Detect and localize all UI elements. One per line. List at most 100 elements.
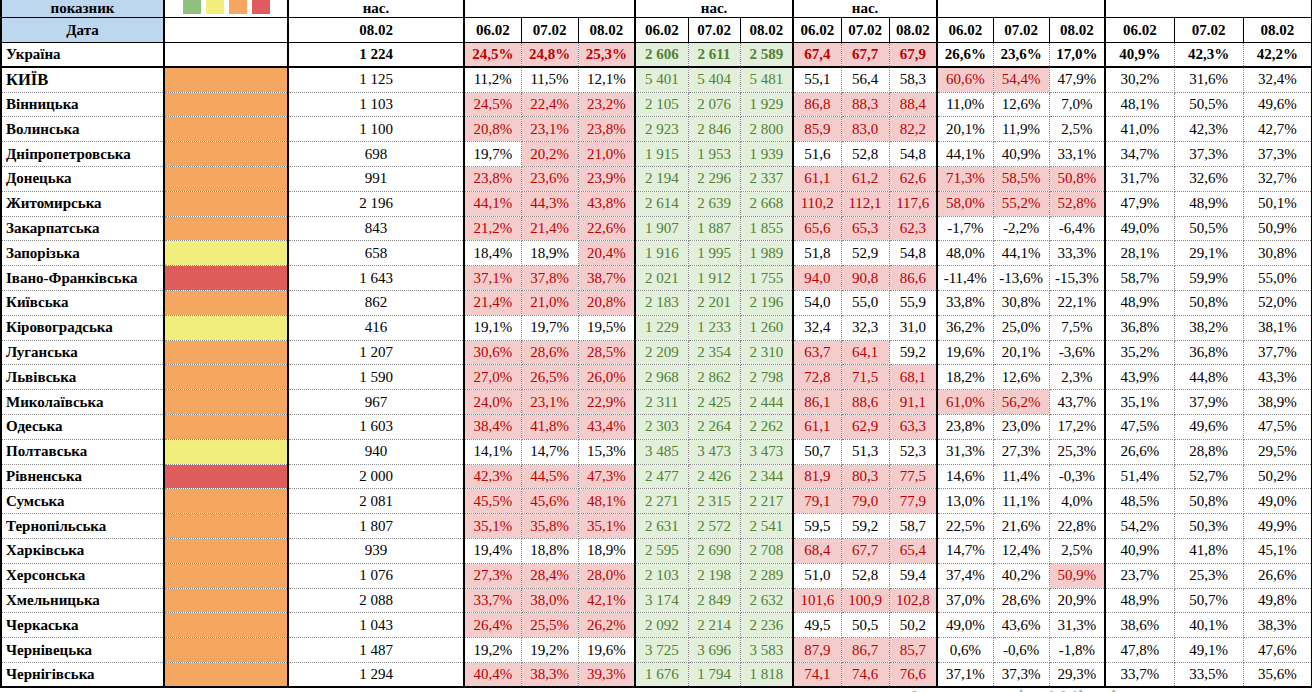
- status-cell: [164, 662, 288, 687]
- positivity-cell: 38,4%: [464, 414, 521, 439]
- growth-cell: 19,6%: [937, 340, 993, 365]
- share-cell: 58,7%: [1105, 266, 1174, 291]
- incidence-cell: 51,6: [793, 142, 841, 167]
- incidence-cell: 102,8: [889, 588, 937, 613]
- tests-cell: 2 354: [688, 340, 740, 365]
- growth-cell: 44,1%: [993, 241, 1049, 266]
- status-cell: [164, 414, 288, 439]
- incidence-cell: 58,7: [889, 514, 937, 539]
- tests-cell: 2 092: [635, 613, 688, 638]
- incidence-cell: 76,6: [889, 662, 937, 687]
- tests-cell: 1 676: [635, 662, 688, 687]
- share-cell: 50,5%: [1174, 216, 1243, 241]
- date-cell: 06.02: [793, 18, 841, 43]
- status-cell: [164, 464, 288, 489]
- positivity-cell: 39,3%: [578, 662, 635, 687]
- growth-cell: 40,9%: [993, 142, 1049, 167]
- incidence-cell: 88,6: [841, 390, 889, 415]
- table-row: Харківська93919,4%18,8%18,9%2 5952 6902 …: [1, 538, 1312, 563]
- share-cell: 49,0%: [1105, 216, 1174, 241]
- share-cell: 30,8%: [1243, 241, 1312, 266]
- tests-cell: 1 818: [740, 662, 793, 687]
- incidence-cell: 117,6: [889, 191, 937, 216]
- incidence-cell: 61,2: [841, 166, 889, 191]
- share-cell: 40,1%: [1174, 613, 1243, 638]
- tests-cell: 2 183: [635, 290, 688, 315]
- positivity-cell: 12,1%: [578, 67, 635, 92]
- tests-cell: 2 595: [635, 538, 688, 563]
- positivity-cell: 18,9%: [578, 538, 635, 563]
- incidence-cell: 61,1: [793, 166, 841, 191]
- region-name-cell: Полтавська: [1, 439, 164, 464]
- region-name-cell: Україна: [1, 43, 164, 68]
- tests-cell: 2 800: [740, 117, 793, 142]
- region-name-cell: Івано-Франківська: [1, 266, 164, 291]
- positivity-cell: 14,1%: [464, 439, 521, 464]
- date-cell: 08.02: [1243, 18, 1312, 43]
- positivity-cell: 23,1%: [521, 117, 578, 142]
- growth-cell: 58,5%: [993, 166, 1049, 191]
- tests-cell: 1 939: [740, 142, 793, 167]
- table-row: Київська86221,4%21,0%20,8%2 1832 2012 19…: [1, 290, 1312, 315]
- share-cell: 29,1%: [1174, 241, 1243, 266]
- incidence-cell: 58,3: [889, 67, 937, 92]
- share-cell: 44,8%: [1174, 365, 1243, 390]
- positivity-cell: 11,5%: [521, 67, 578, 92]
- incidence-cell: 32,4: [793, 315, 841, 340]
- share-cell: 38,6%: [1105, 613, 1174, 638]
- population-cell: 2 088: [288, 588, 464, 613]
- share-cell: 43,3%: [1243, 365, 1312, 390]
- positivity-cell: 20,8%: [464, 117, 521, 142]
- growth-cell: 4,0%: [1049, 489, 1105, 514]
- group4-header-blank: [937, 0, 1105, 18]
- status-cell: [164, 613, 288, 638]
- growth-cell: 43,7%: [1049, 390, 1105, 415]
- positivity-cell: 18,4%: [464, 241, 521, 266]
- table-row: Закарпатська84321,2%21,4%22,6%1 9071 887…: [1, 216, 1312, 241]
- date-cell: 08.02: [740, 18, 793, 43]
- status-cell: [164, 92, 288, 117]
- population-cell: 2 196: [288, 191, 464, 216]
- share-cell: 49,1%: [1174, 638, 1243, 663]
- tests-cell: 1 989: [740, 241, 793, 266]
- tests-cell: 2 303: [635, 414, 688, 439]
- tests-cell: 2 076: [688, 92, 740, 117]
- positivity-cell: 37,1%: [464, 266, 521, 291]
- growth-cell: 29,3%: [1049, 662, 1105, 687]
- growth-cell: 2,3%: [1049, 365, 1105, 390]
- tests-cell: 3 174: [635, 588, 688, 613]
- status-cell: [164, 439, 288, 464]
- incidence-cell: 67,4: [793, 43, 841, 68]
- share-cell: 50,1%: [1243, 191, 1312, 216]
- tests-cell: 1 916: [635, 241, 688, 266]
- status-cell: [164, 290, 288, 315]
- incidence-cell: 32,3: [841, 315, 889, 340]
- incidence-cell: 59,2: [889, 340, 937, 365]
- region-name-cell: Хмельницька: [1, 588, 164, 613]
- activate-windows-watermark: Активація Windows: [905, 685, 1171, 692]
- share-cell: 45,1%: [1243, 538, 1312, 563]
- tests-cell: 2 631: [635, 514, 688, 539]
- positivity-cell: 20,2%: [521, 142, 578, 167]
- share-cell: 48,1%: [1105, 92, 1174, 117]
- status-cell: [164, 588, 288, 613]
- growth-cell: 52,8%: [1049, 191, 1105, 216]
- positivity-cell: 24,8%: [521, 43, 578, 68]
- tests-cell: 2 425: [688, 390, 740, 415]
- incidence-cell: 59,2: [841, 514, 889, 539]
- tests-cell: 3 473: [740, 439, 793, 464]
- legend-swatch-orange: [229, 0, 247, 14]
- growth-cell: 31,3%: [1049, 613, 1105, 638]
- positivity-cell: 21,2%: [464, 216, 521, 241]
- status-legend-cell: [164, 0, 288, 18]
- tests-cell: 2 296: [688, 166, 740, 191]
- positivity-cell: 20,8%: [578, 290, 635, 315]
- date-cell: 07.02: [521, 18, 578, 43]
- incidence-cell: 68,1: [889, 365, 937, 390]
- growth-cell: 11,0%: [937, 92, 993, 117]
- positivity-cell: 26,5%: [521, 365, 578, 390]
- table-row: КИЇВ1 12511,2%11,5%12,1%5 4015 4045 4815…: [1, 67, 1312, 92]
- tests-cell: 2 968: [635, 365, 688, 390]
- legend-swatch-green: [183, 0, 201, 14]
- share-cell: 40,9%: [1105, 538, 1174, 563]
